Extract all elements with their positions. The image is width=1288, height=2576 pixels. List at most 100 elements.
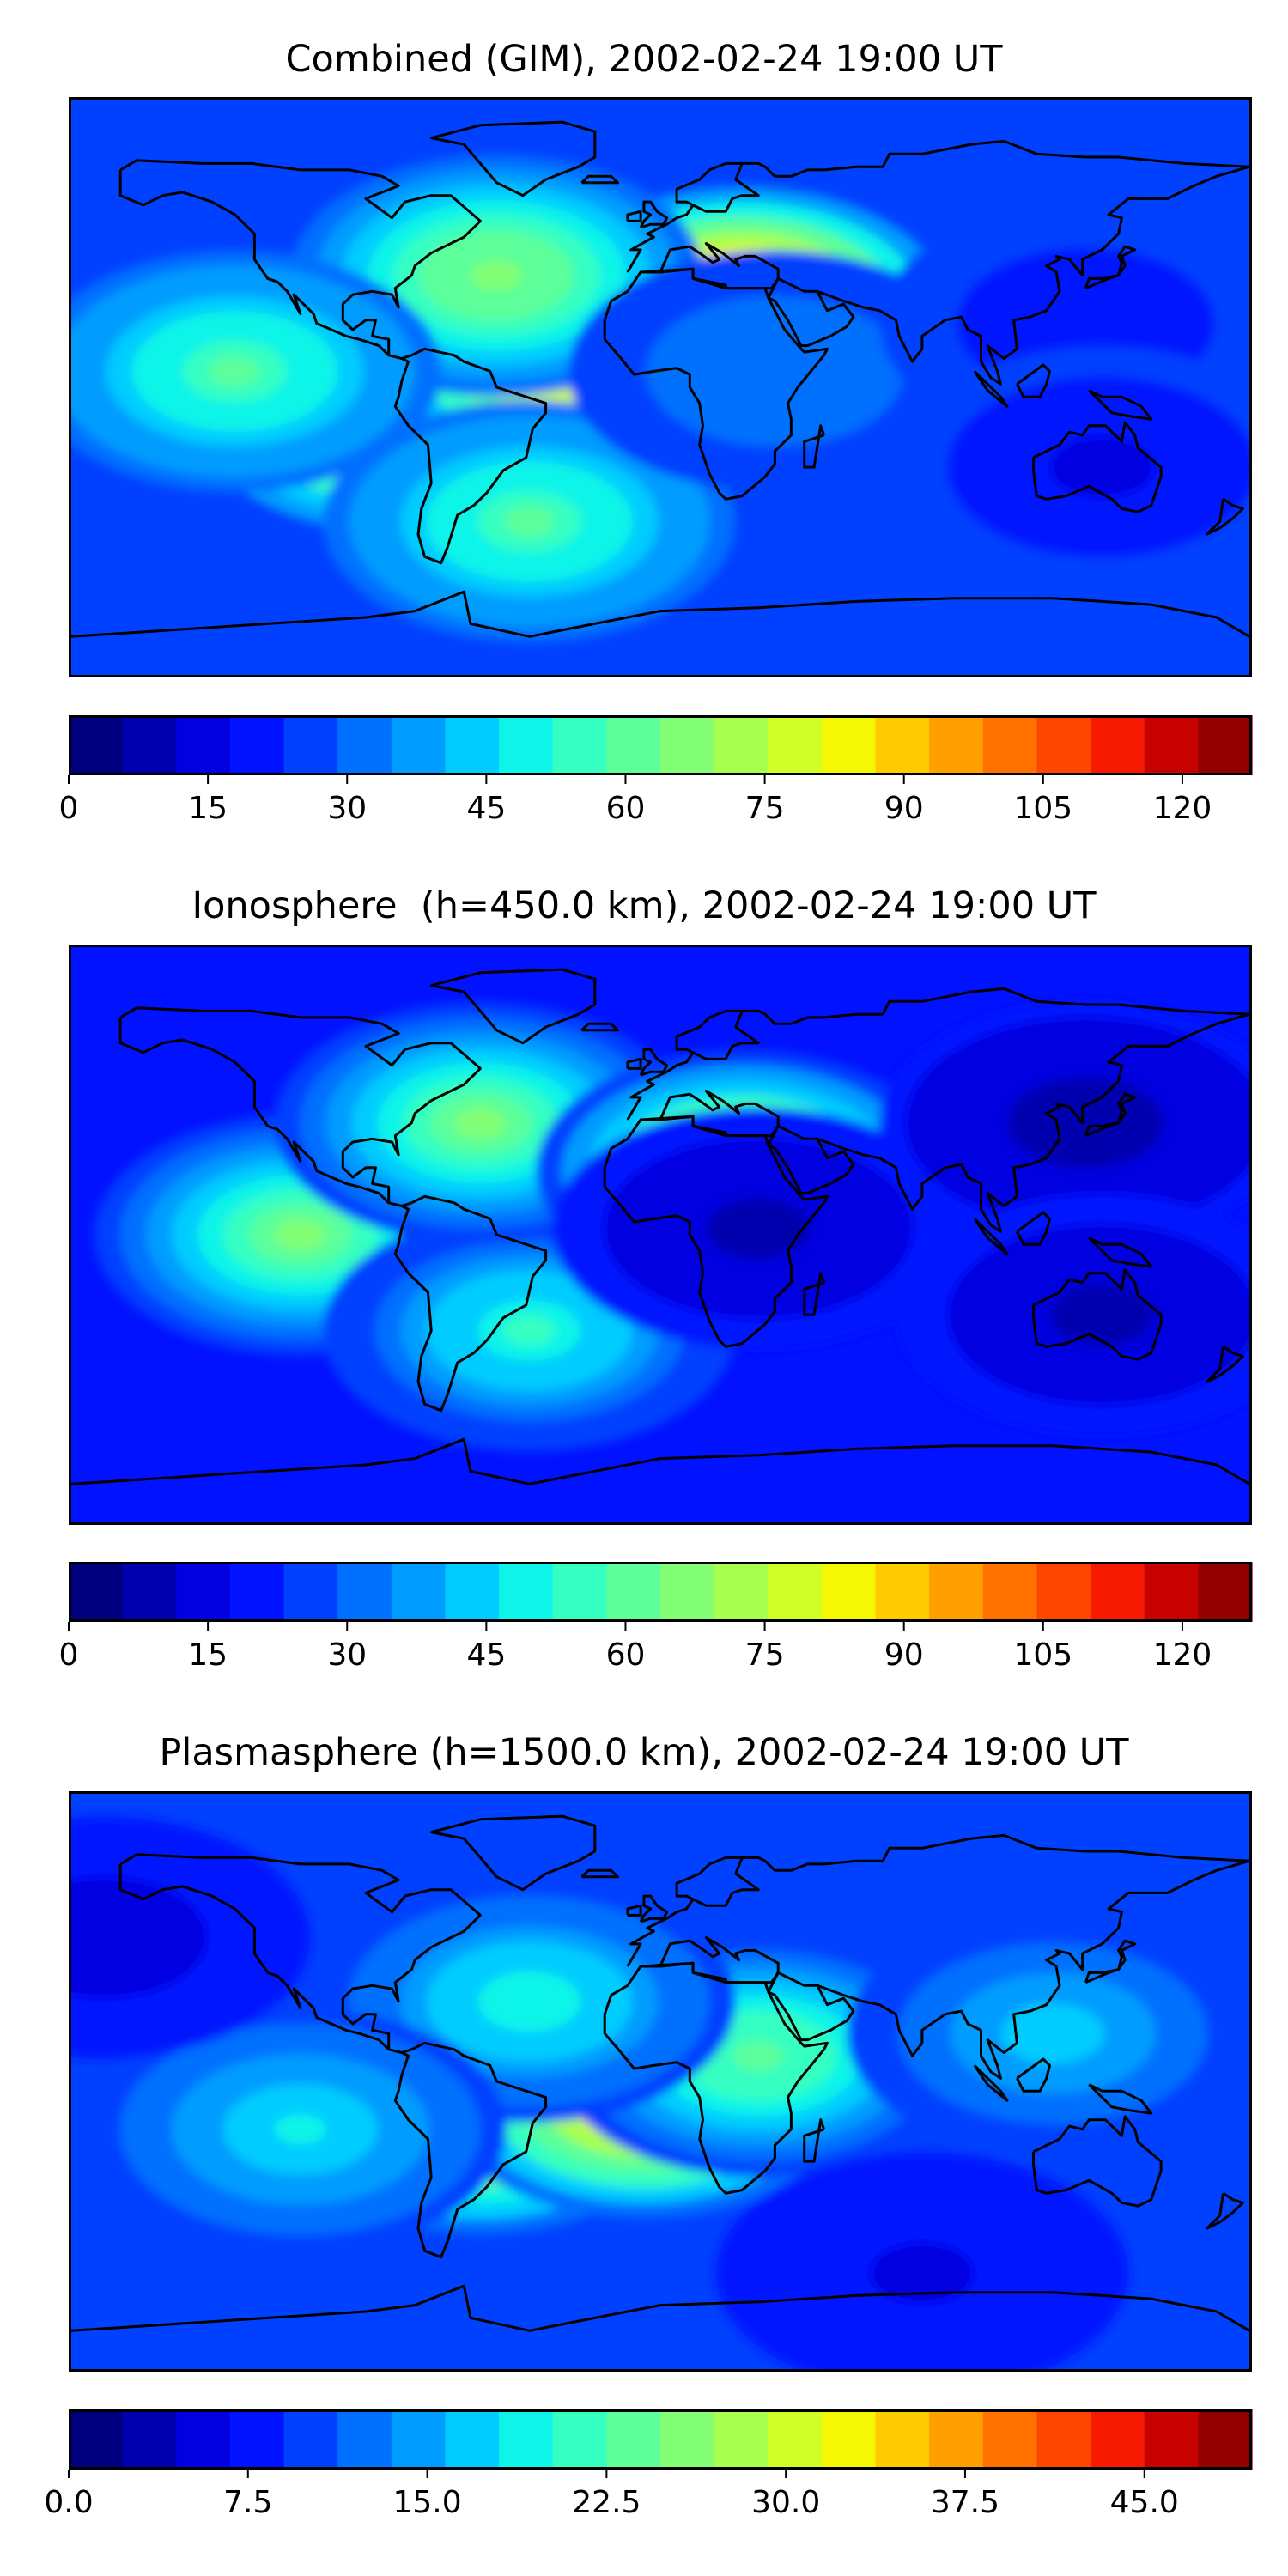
colorbar-level [69, 2409, 124, 2470]
colorbar-level [445, 715, 500, 775]
coastline [603, 267, 829, 501]
coastline [118, 159, 548, 565]
contour-band [209, 355, 261, 386]
panel-3-map [69, 1791, 1252, 2372]
contour-fill [71, 1816, 1249, 2369]
coastline [639, 200, 669, 229]
coastline [973, 2064, 1009, 2102]
coastline [429, 120, 597, 197]
coastline [1206, 498, 1244, 536]
coastline [626, 210, 642, 222]
coastline [973, 370, 1009, 408]
coastline [429, 968, 597, 1045]
colorbar-tick-label: 30 [327, 1637, 367, 1673]
coastline [1206, 2192, 1244, 2230]
coastline [626, 1009, 760, 1121]
colorbar-level [1144, 715, 1199, 775]
colorbar-level [1091, 2409, 1145, 2470]
coastline [973, 1218, 1009, 1255]
contour-band [274, 1219, 326, 1250]
colorbar-level [875, 2409, 930, 2470]
colorbar-tick-label: 0 [59, 791, 79, 826]
panel-1-title: Combined (GIM), 2002-02-24 19:00 UT [285, 38, 1003, 81]
colorbar-level [176, 715, 231, 775]
coastline [580, 1868, 619, 1879]
colorbar-level [982, 2409, 1038, 2470]
colorbar-level [821, 715, 877, 775]
colorbar-level [1198, 1562, 1253, 1622]
colorbar-level [1198, 715, 1253, 775]
coastline [767, 276, 855, 348]
colorbar-level [229, 2409, 285, 2470]
coastline [626, 1057, 642, 1070]
panel-1-colorbar: 0 15 30 45 60 75 90 105 120 [59, 715, 1253, 826]
colorbar-tick-label: 120 [1153, 791, 1212, 826]
colorbar-tick-label: 0.0 [44, 2485, 93, 2520]
colorbar-tick-label: 7.5 [223, 2485, 272, 2520]
colorbar-level [391, 2409, 447, 2470]
colorbar-level [552, 2409, 607, 2470]
contour-band [503, 1315, 556, 1346]
coastline [580, 174, 619, 185]
panel-3-colorbar-svg: 0.0 7.5 15.0 22.5 30.0 37.5 45.0 [44, 2409, 1253, 2520]
coastline [603, 1115, 829, 1348]
colorbar-level [229, 1562, 285, 1622]
colorbar-tick-label: 75 [745, 791, 785, 826]
colorbar-level [1091, 715, 1145, 775]
contour-band [274, 2114, 326, 2145]
contour-band [1076, 1299, 1128, 1330]
panel-2-colorbar: 0 15 30 45 60 75 90 105 120 [59, 1562, 1253, 1673]
colorbar-level [122, 2409, 177, 2470]
colorbar-tick-label: 30 [327, 791, 367, 826]
colorbar-level [982, 1562, 1038, 1622]
colorbar-level [283, 715, 338, 775]
panel-2-title: Ionosphere (h=450.0 km), 2002-02-24 19:0… [191, 884, 1097, 927]
colorbar-tick-label: 15.0 [392, 2485, 461, 2520]
contour-band [1027, 2018, 1079, 2049]
colorbar-level [606, 1562, 661, 1622]
panel-1-heatmap [71, 100, 1249, 675]
coastline [1032, 2115, 1163, 2208]
colorbar-level [875, 1562, 930, 1622]
colorbar-tick-label: 105 [1013, 791, 1072, 826]
colorbar-level [445, 1562, 500, 1622]
colorbar-level [122, 715, 177, 775]
contour-band [732, 1212, 785, 1244]
coastline [639, 1048, 669, 1077]
colorbar-level [1036, 715, 1091, 775]
coastline [767, 1971, 855, 2042]
colorbar-tick-label: 45 [466, 1637, 506, 1673]
colorbar-tick-label: 75 [745, 1637, 785, 1673]
coastline [603, 1961, 829, 2195]
colorbar-tick-label: 60 [606, 1637, 646, 1673]
coastline [118, 1006, 548, 1413]
coastline [1084, 245, 1137, 289]
colorbar-level [660, 715, 715, 775]
colorbar-level [929, 2409, 984, 2470]
colorbar-level [606, 715, 661, 775]
colorbar-level [821, 1562, 877, 1622]
coastlines [71, 120, 1249, 638]
colorbar-level [283, 2409, 338, 2470]
coastline [641, 1090, 780, 1138]
panel-3-title: Plasmasphere (h=1500.0 km), 2002-02-24 1… [159, 1731, 1129, 1774]
colorbar-level [337, 1562, 392, 1622]
coastline [1088, 1236, 1153, 1268]
colorbar-tick-label: 90 [884, 1637, 924, 1673]
colorbar-tick-label: 105 [1013, 1637, 1072, 1673]
coastline [1032, 1268, 1163, 1361]
colorbar-level [1144, 1562, 1199, 1622]
colorbar-frame [69, 2409, 1252, 2470]
coastline [1084, 1939, 1137, 1984]
colorbar-level [660, 2409, 715, 2470]
coastline [1084, 1092, 1137, 1137]
coastline [639, 1894, 669, 1923]
colorbar-level [552, 1562, 607, 1622]
coastline [1016, 1211, 1051, 1246]
coastline [1016, 363, 1051, 398]
coastline [580, 1022, 619, 1032]
colorbar-level [606, 2409, 661, 2470]
contour-band [78, 1922, 131, 1953]
colorbar-level [768, 715, 823, 775]
coastline [71, 2284, 1249, 2332]
